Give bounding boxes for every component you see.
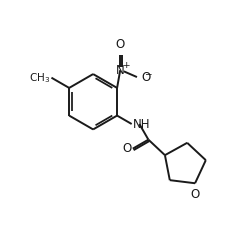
Text: O: O — [141, 71, 150, 84]
Text: +: + — [122, 61, 129, 70]
Text: O: O — [190, 188, 200, 201]
Text: CH$_3$: CH$_3$ — [29, 71, 50, 85]
Text: −: − — [143, 69, 151, 78]
Text: O: O — [122, 142, 132, 155]
Text: NH: NH — [133, 118, 150, 130]
Text: O: O — [116, 38, 125, 51]
Text: N: N — [116, 64, 125, 77]
